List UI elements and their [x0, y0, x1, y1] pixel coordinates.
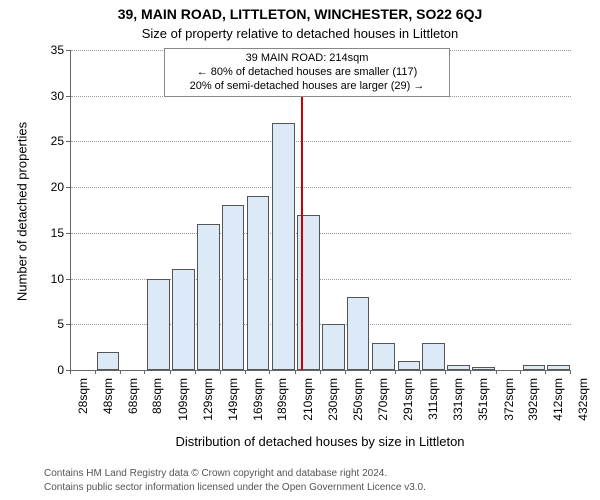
x-tick-mark	[220, 370, 221, 374]
x-tick-label: 109sqm	[176, 378, 190, 438]
x-tick-label: 331sqm	[451, 378, 465, 438]
histogram-bar	[247, 196, 269, 370]
reference-line	[301, 50, 303, 370]
y-tick-label: 5	[34, 317, 64, 331]
histogram-bar	[172, 269, 194, 370]
annotation-line: 39 MAIN ROAD: 214sqm	[171, 52, 443, 66]
y-tick-mark	[66, 96, 70, 97]
y-tick-label: 25	[34, 134, 64, 148]
x-tick-label: 189sqm	[275, 378, 289, 438]
histogram-bar	[322, 324, 344, 370]
annotation-line: 20% of semi-detached houses are larger (…	[171, 80, 443, 94]
y-tick-mark	[66, 279, 70, 280]
histogram-bar	[197, 224, 219, 370]
x-tick-label: 351sqm	[476, 378, 490, 438]
x-tick-mark	[520, 370, 521, 374]
grid-line	[71, 141, 571, 142]
x-tick-mark	[496, 370, 497, 374]
grid-line	[71, 187, 571, 188]
x-tick-label: 48sqm	[101, 378, 115, 438]
histogram-bar	[147, 279, 170, 370]
footer-line-2: Contains public sector information licen…	[44, 482, 426, 493]
x-tick-mark	[95, 370, 96, 374]
x-tick-label: 28sqm	[76, 378, 90, 438]
y-tick-mark	[66, 233, 70, 234]
x-tick-mark	[395, 370, 396, 374]
x-tick-mark	[320, 370, 321, 374]
chart-title-main: 39, MAIN ROAD, LITTLETON, WINCHESTER, SO…	[0, 6, 600, 22]
y-tick-label: 35	[34, 43, 64, 57]
x-tick-mark	[345, 370, 346, 374]
x-tick-mark	[370, 370, 371, 374]
x-tick-label: 291sqm	[401, 378, 415, 438]
y-tick-label: 20	[34, 180, 64, 194]
x-tick-mark	[170, 370, 171, 374]
x-tick-label: 68sqm	[126, 378, 140, 438]
histogram-bar	[523, 365, 545, 370]
y-tick-mark	[66, 141, 70, 142]
x-tick-label: 230sqm	[326, 378, 340, 438]
x-tick-mark	[245, 370, 246, 374]
y-tick-label: 30	[34, 89, 64, 103]
x-tick-label: 88sqm	[150, 378, 164, 438]
histogram-bar	[97, 352, 119, 370]
footer-line-1: Contains HM Land Registry data © Crown c…	[44, 468, 387, 479]
histogram-bar	[447, 365, 469, 370]
x-tick-mark	[295, 370, 296, 374]
x-tick-label: 311sqm	[426, 378, 440, 438]
x-tick-label: 372sqm	[502, 378, 516, 438]
y-tick-label: 10	[34, 272, 64, 286]
histogram-bar	[422, 343, 444, 370]
chart-title-sub: Size of property relative to detached ho…	[0, 26, 600, 41]
x-tick-label: 412sqm	[551, 378, 565, 438]
x-tick-label: 270sqm	[376, 378, 390, 438]
x-tick-label: 432sqm	[576, 378, 590, 438]
histogram-bar	[372, 343, 395, 370]
y-tick-mark	[66, 187, 70, 188]
histogram-chart: 39, MAIN ROAD, LITTLETON, WINCHESTER, SO…	[0, 0, 600, 500]
x-tick-mark	[269, 370, 270, 374]
x-tick-mark	[570, 370, 571, 374]
x-tick-mark	[545, 370, 546, 374]
histogram-bar	[398, 361, 420, 370]
histogram-bar	[272, 123, 295, 370]
histogram-bar	[472, 367, 495, 370]
annotation-box: 39 MAIN ROAD: 214sqm← 80% of detached ho…	[164, 48, 450, 97]
x-tick-mark	[195, 370, 196, 374]
y-tick-mark	[66, 50, 70, 51]
x-axis-title: Distribution of detached houses by size …	[70, 434, 570, 449]
grid-line	[71, 233, 571, 234]
histogram-bar	[347, 297, 369, 370]
x-tick-label: 392sqm	[526, 378, 540, 438]
x-tick-mark	[70, 370, 71, 374]
histogram-bar	[547, 365, 569, 370]
x-tick-mark	[144, 370, 145, 374]
y-tick-label: 15	[34, 226, 64, 240]
histogram-bar	[222, 205, 244, 370]
x-tick-mark	[470, 370, 471, 374]
x-tick-label: 210sqm	[301, 378, 315, 438]
x-tick-label: 169sqm	[251, 378, 265, 438]
y-tick-label: 0	[34, 363, 64, 377]
plot-area	[70, 50, 571, 371]
x-tick-label: 129sqm	[201, 378, 215, 438]
x-tick-label: 250sqm	[351, 378, 365, 438]
x-tick-mark	[120, 370, 121, 374]
x-tick-mark	[420, 370, 421, 374]
x-tick-mark	[445, 370, 446, 374]
annotation-line: ← 80% of detached houses are smaller (11…	[171, 66, 443, 80]
x-tick-label: 149sqm	[226, 378, 240, 438]
y-tick-mark	[66, 324, 70, 325]
y-axis-title: Number of detached properties	[15, 51, 30, 371]
